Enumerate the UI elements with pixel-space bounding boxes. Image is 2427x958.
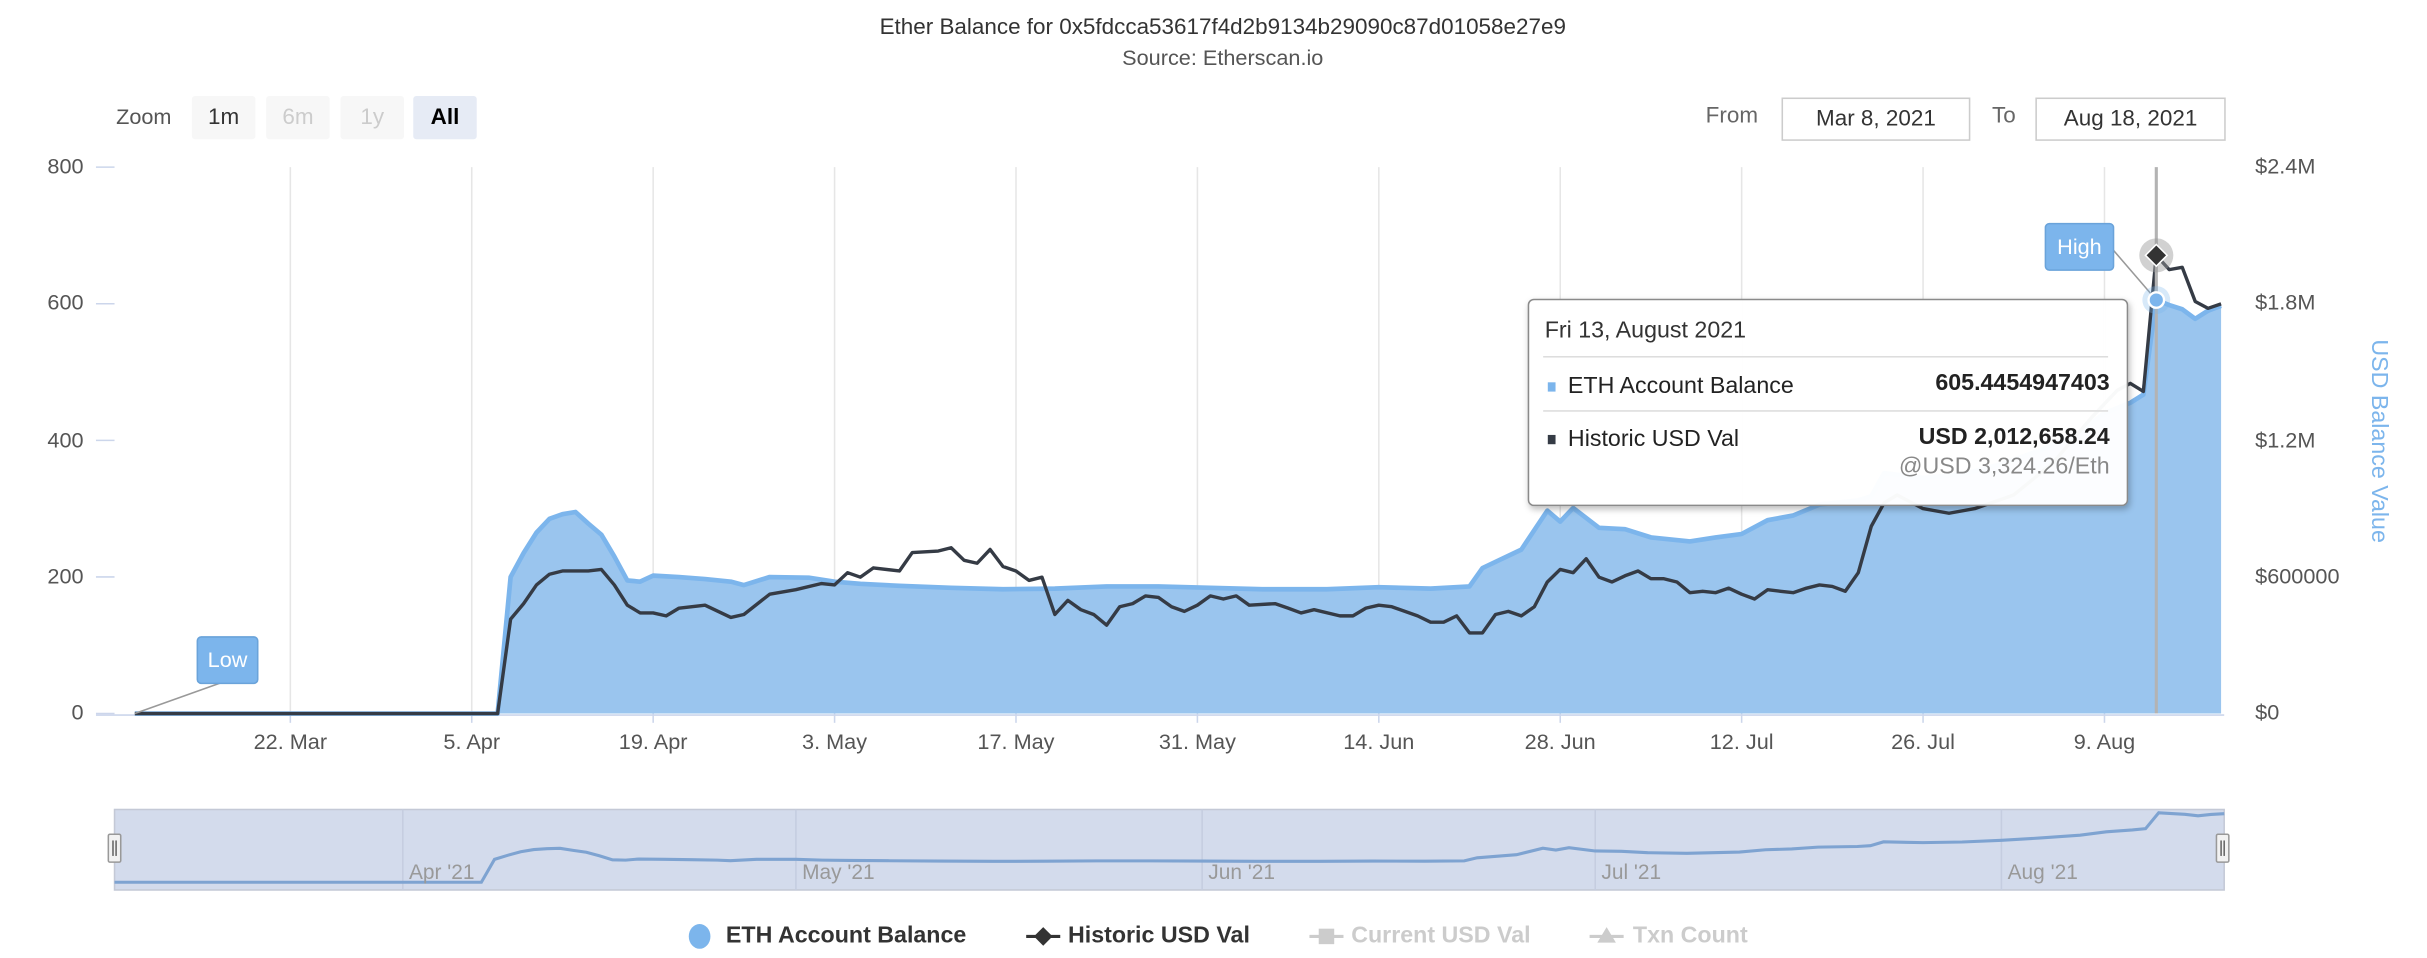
x-tick-label: 28. Jun	[1524, 729, 1596, 754]
tooltip-date: Fri 13, August 2021	[1544, 317, 1747, 344]
low-flag-connector	[134, 680, 227, 715]
chart-title: Ether Balance for 0x5fdcca53617f4d2b9134…	[879, 15, 1566, 41]
x-tick-label: 12. Jul	[1709, 729, 1774, 754]
x-tick-label: 9. Aug	[2073, 729, 2136, 754]
y-left-tick-label: 600	[47, 289, 84, 315]
low-flag[interactable]: Low	[196, 636, 259, 685]
tooltip-divider	[1543, 410, 2109, 412]
usd-series-swatch-icon	[1547, 434, 1556, 445]
x-tick-label: 31. May	[1158, 729, 1236, 754]
legend-txn-triangle-icon	[1597, 927, 1616, 943]
navigator-mask[interactable]	[113, 808, 2225, 891]
tooltip-usd-rate: @USD 3,324.26/Eth	[1898, 453, 2110, 480]
high-flag[interactable]: High	[2044, 222, 2115, 271]
tooltip-usd-name: Historic USD Val	[1567, 425, 1740, 452]
x-tick-label: 17. May	[977, 729, 1055, 754]
y-left-tick-label: 400	[47, 426, 84, 452]
y-right-tick-label: $1.2M	[2255, 426, 2316, 452]
eth-series-swatch-icon	[1547, 382, 1556, 392]
tooltip-divider	[1543, 355, 2109, 358]
x-tick-label: 3. May	[802, 729, 868, 754]
navigator-left-handle[interactable]	[107, 833, 122, 863]
eth-hover-point[interactable]	[2147, 291, 2166, 309]
tooltip-eth-name: ETH Account Balance	[1567, 373, 1794, 400]
eth-balance-area	[134, 299, 2222, 714]
y-left-tick-label: 0	[71, 699, 84, 725]
navigator-series-line	[114, 811, 2225, 884]
y-left-tick-label: 800	[47, 153, 84, 178]
legend-historic-usd-val[interactable]: Historic USD Val	[1067, 922, 1250, 949]
from-label: From	[1705, 103, 1759, 129]
legend-eth-circle-icon	[688, 924, 711, 949]
x-tick-label: 19. Apr	[618, 729, 688, 754]
legend-usd-diamond-icon	[1033, 927, 1053, 946]
tooltip: Fri 13, August 2021 ETH Account Balance …	[1527, 298, 2129, 507]
from-date-input[interactable]: Mar 8, 2021	[1781, 97, 1971, 141]
navigator-label: Aug '21	[2007, 860, 2078, 884]
zoom-6m-button[interactable]: 6m	[266, 95, 330, 140]
y-left-tick-label: 200	[47, 563, 84, 588]
legend-current-usd-val[interactable]: Current USD Val	[1351, 922, 1531, 949]
to-date-input[interactable]: Aug 18, 2021	[2035, 97, 2226, 141]
navigator-label: Apr '21	[408, 860, 475, 884]
y-right-tick-label: $2.4M	[2255, 153, 2316, 178]
navigator-label: Jun '21	[1208, 860, 1276, 884]
x-tick-label: 26. Jul	[1891, 729, 1955, 754]
chart-subtitle: Source: Etherscan.io	[1122, 44, 1324, 70]
navigator-right-handle[interactable]	[2215, 833, 2230, 863]
zoom-label: Zoom	[116, 103, 172, 129]
zoom-all-button[interactable]: All	[413, 95, 477, 140]
usd-hover-diamond-icon[interactable]	[2144, 243, 2169, 268]
y-right-tick-label: $600000	[2255, 563, 2340, 588]
tooltip-eth-value: 605.4454947403	[1935, 369, 2110, 397]
x-tick-label: 5. Apr	[443, 729, 501, 754]
legend-current-usd-square-icon	[1318, 928, 1335, 945]
y-right-axis-title: USD Balance Value	[2365, 339, 2393, 543]
navigator-label: May '21	[802, 860, 875, 884]
x-tick-label: 22. Mar	[253, 729, 328, 754]
navigator-label: Jul '21	[1601, 860, 1662, 884]
zoom-1y-button[interactable]: 1y	[340, 95, 404, 140]
historic-usd-line[interactable]	[134, 253, 2222, 716]
x-tick-label: 14. Jun	[1343, 729, 1415, 754]
legend-eth-account-balance[interactable]: ETH Account Balance	[725, 922, 967, 949]
tooltip-usd-value: USD 2,012,658.24	[1918, 424, 2110, 451]
zoom-1m-button[interactable]: 1m	[191, 95, 256, 140]
y-right-tick-label: $1.8M	[2255, 289, 2316, 315]
to-label: To	[1992, 103, 2016, 129]
legend-txn-count[interactable]: Txn Count	[1632, 922, 1748, 949]
high-flag-connector	[2110, 247, 2157, 301]
y-right-tick-label: $0	[2255, 699, 2280, 725]
